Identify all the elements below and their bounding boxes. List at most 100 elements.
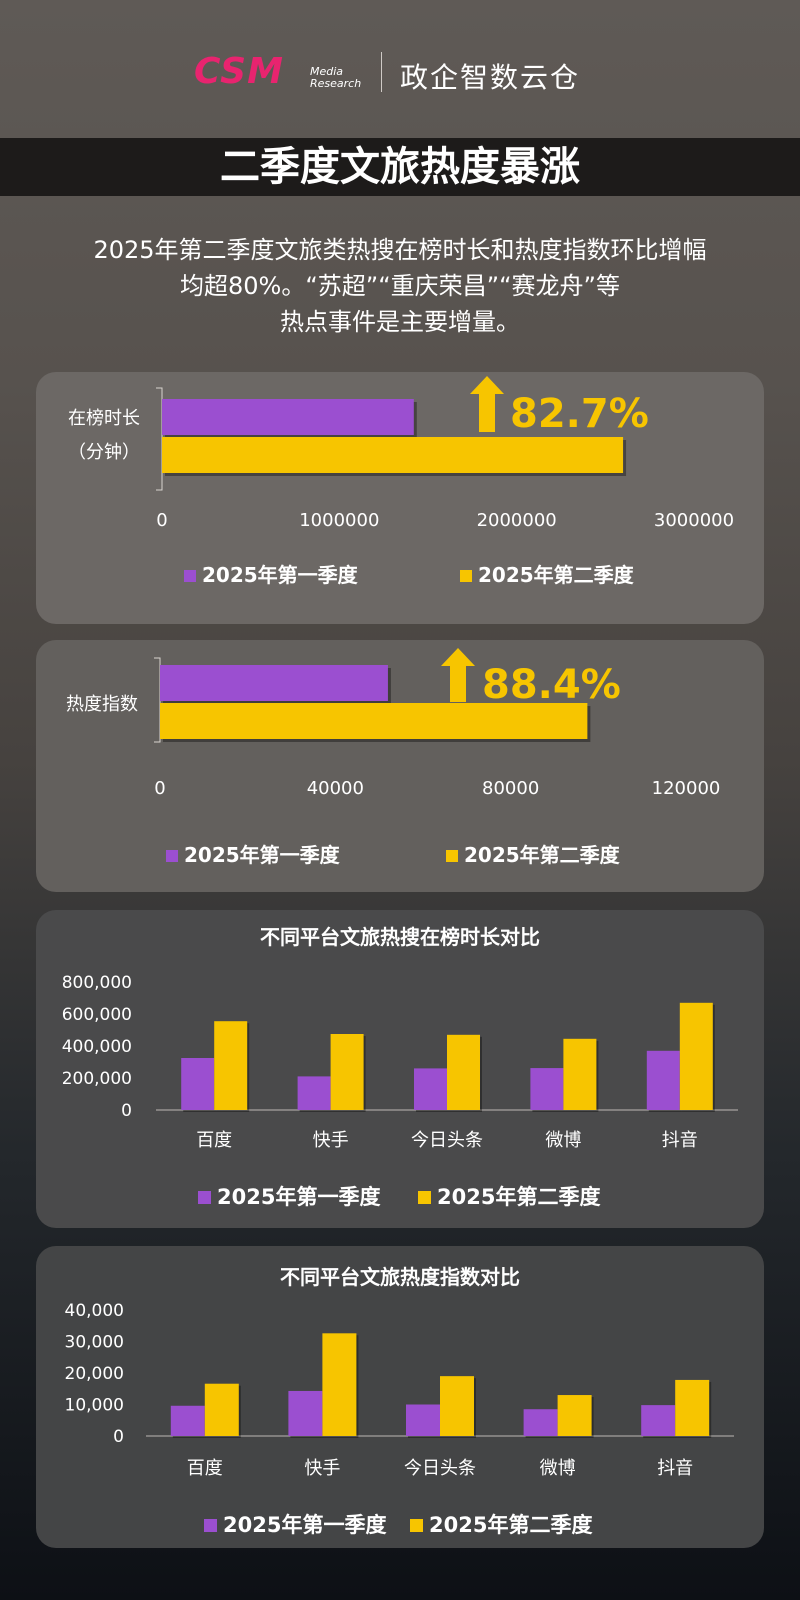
category-label: 百度 xyxy=(187,1458,223,1479)
category-label: 微博 xyxy=(545,1130,581,1151)
bar-q2 xyxy=(214,1021,248,1110)
intro-line-2: 均超80%。“苏超”“重庆荣昌”“赛龙舟”等 xyxy=(180,272,620,300)
logo-sub-media: Media xyxy=(310,65,344,78)
x-tick-label: 3000000 xyxy=(654,510,734,531)
logo-subtitle: Media Research xyxy=(310,66,361,90)
category-label: 今日头条 xyxy=(411,1130,483,1151)
csm-logo: CSM xyxy=(194,51,284,90)
legend-swatch-1 xyxy=(198,1191,211,1204)
y-tick-label: 40,000 xyxy=(65,1301,124,1321)
y-tick-label: 400,000 xyxy=(62,1037,132,1057)
bar-q1 xyxy=(288,1390,323,1436)
category-label: 快手 xyxy=(313,1130,349,1151)
x-tick-label: 80000 xyxy=(482,778,539,799)
heat-index-total-chart: 热度指数 0 40000 80000 120000 88.4% 2025年第一季度 2025年… xyxy=(66,648,721,867)
bar-q2 xyxy=(204,1383,239,1436)
legend-label-1: 2025年第一季度 xyxy=(223,1513,386,1537)
bar-q1 xyxy=(181,1058,215,1110)
growth-annotation: 82.7% xyxy=(510,391,649,437)
y-tick-label: 0 xyxy=(121,1101,132,1121)
legend-label-1: 2025年第一季度 xyxy=(217,1185,380,1209)
category-label: 抖音 xyxy=(662,1130,698,1151)
page-title: 二季度文旅热度暴涨 xyxy=(220,144,580,190)
category-label: 微博 xyxy=(540,1458,576,1479)
bar-q1 xyxy=(641,1405,676,1436)
bar-q1 xyxy=(414,1068,447,1110)
title-band xyxy=(0,138,800,196)
bar-q2 xyxy=(440,1376,474,1436)
category-label: （分钟） xyxy=(68,442,140,463)
legend-label-2: 2025年第二季度 xyxy=(478,563,635,587)
legend-swatch-2 xyxy=(446,850,458,862)
heat-index-total-card: 热度指数 0 40000 80000 120000 88.4% 2025年第一季度 2025年… xyxy=(36,640,764,892)
y-tick-label: 600,000 xyxy=(62,1005,132,1025)
x-tick-label: 40000 xyxy=(307,778,364,799)
duration-total-chart: 在榜时长 （分钟） 0 1000000 2000000 3000000 82.7% 2025年… xyxy=(68,376,734,587)
y-tick-label: 10,000 xyxy=(65,1396,124,1416)
legend-label-2: 2025年第二季度 xyxy=(437,1185,600,1209)
platform-heat-index-chart: 不同平台文旅热度指数对比 0 10,000 20,000 30,000 40,000 百度 快… xyxy=(65,1265,734,1537)
legend-label-2: 2025年第二季度 xyxy=(464,843,621,867)
category-label: 今日头条 xyxy=(404,1458,476,1479)
bar-q1 xyxy=(406,1404,440,1436)
bar-q2 xyxy=(675,1379,710,1436)
x-tick-label: 0 xyxy=(156,510,167,531)
bar-q1 xyxy=(160,665,388,701)
x-tick-label: 120000 xyxy=(652,778,721,799)
y-tick-label: 30,000 xyxy=(65,1333,124,1353)
legend-label-2: 2025年第二季度 xyxy=(429,1513,592,1537)
y-tick-label: 0 xyxy=(113,1427,124,1447)
x-tick-label: 1000000 xyxy=(299,510,379,531)
legend-swatch-2 xyxy=(418,1191,431,1204)
category-label: 快手 xyxy=(304,1458,340,1479)
legend-swatch-1 xyxy=(204,1519,217,1532)
y-tick-label: 20,000 xyxy=(65,1364,124,1384)
legend-label-1: 2025年第一季度 xyxy=(184,843,341,867)
bar-q2 xyxy=(160,703,588,739)
bar-q1 xyxy=(523,1409,558,1436)
y-tick-label: 200,000 xyxy=(62,1069,132,1089)
legend-swatch-2 xyxy=(460,570,472,582)
x-tick-label: 2000000 xyxy=(477,510,557,531)
category-label: 在榜时长 xyxy=(68,408,140,429)
logo-sub-research: Research xyxy=(310,77,362,90)
legend-swatch-1 xyxy=(184,570,196,582)
chart-title: 不同平台文旅热搜在榜时长对比 xyxy=(260,925,540,949)
platform-duration-card: 不同平台文旅热搜在榜时长对比 0 200,000 400,000 600,000 800,… xyxy=(36,910,764,1228)
up-arrow-icon xyxy=(470,376,504,432)
category-axis xyxy=(156,387,163,491)
bar-q2 xyxy=(330,1034,364,1110)
csm-logo-text: CSM xyxy=(194,51,284,90)
category-axis xyxy=(154,657,161,743)
legend-label-1: 2025年第一季度 xyxy=(202,563,359,587)
intro-line-1: 2025年第二季度文旅类热搜在榜时长和热度指数环比增幅 xyxy=(93,236,707,264)
category-label: 抖音 xyxy=(657,1458,693,1479)
category-label: 热度指数 xyxy=(66,694,138,715)
logo-divider xyxy=(381,52,382,92)
legend-swatch-1 xyxy=(166,850,178,862)
intro-line-3: 热点事件是主要增量。 xyxy=(280,308,520,336)
y-tick-label: 800,000 xyxy=(62,973,132,993)
bar-q2 xyxy=(679,1002,713,1110)
header: CSM Media Research 政企智数云仓 xyxy=(0,0,800,130)
bar-q2 xyxy=(162,437,624,473)
bar-q2 xyxy=(322,1333,357,1436)
bar-q1 xyxy=(170,1405,205,1436)
growth-annotation: 88.4% xyxy=(482,662,621,708)
chart-title: 不同平台文旅热度指数对比 xyxy=(280,1265,520,1289)
bar-q1 xyxy=(530,1068,564,1110)
platform-heat-index-card: 不同平台文旅热度指数对比 0 10,000 20,000 30,000 40,000 百度 快… xyxy=(36,1246,764,1548)
duration-total-card: 在榜时长 （分钟） 0 1000000 2000000 3000000 82.7% 2025年… xyxy=(36,372,764,624)
legend-swatch-2 xyxy=(410,1519,423,1532)
bar-q2 xyxy=(557,1395,592,1436)
bar-q1 xyxy=(162,399,414,435)
up-arrow-icon xyxy=(441,648,475,702)
bar-q2 xyxy=(563,1038,597,1110)
x-tick-label: 0 xyxy=(154,778,165,799)
bar-q2 xyxy=(447,1034,480,1110)
bar-q1 xyxy=(646,1050,680,1110)
bar-q1 xyxy=(297,1076,331,1110)
intro-text: 2025年第二季度文旅类热搜在榜时长和热度指数环比增幅 均超80%。“苏超”“重… xyxy=(30,232,770,340)
platform-duration-chart: 不同平台文旅热搜在榜时长对比 0 200,000 400,000 600,000 800,… xyxy=(62,925,738,1209)
brand-name: 政企智数云仓 xyxy=(400,61,581,94)
